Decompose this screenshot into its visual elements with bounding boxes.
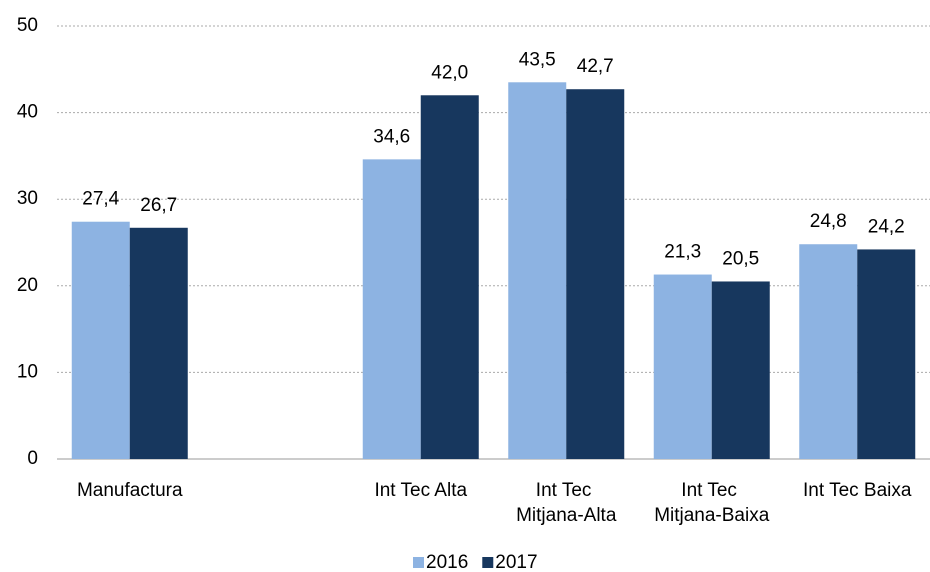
- legend-swatch: [413, 557, 424, 568]
- value-label: 26,7: [140, 195, 177, 216]
- label-line: Int Tec: [681, 480, 742, 501]
- x-tick-label: Manufactura: [77, 480, 183, 501]
- value-label: 27,4: [82, 189, 119, 210]
- bar: [508, 82, 567, 459]
- y-tick-label: 50: [17, 15, 38, 36]
- value-label: 20,5: [722, 248, 759, 269]
- label-line: Int Tec: [536, 480, 597, 501]
- label-line: Mitjana-Baixa: [654, 505, 770, 526]
- value-label: 24,2: [868, 216, 905, 237]
- value-label: 42,7: [577, 56, 614, 77]
- y-tick-label: 10: [17, 361, 38, 382]
- y-tick-label: 0: [27, 448, 38, 469]
- bar: [71, 221, 130, 459]
- x-tick-label: Int Tec Baixa: [803, 480, 912, 501]
- value-label: 34,6: [373, 126, 410, 147]
- y-tick-label: 30: [17, 188, 38, 209]
- bar: [420, 95, 479, 459]
- bar: [857, 249, 916, 459]
- bar: [129, 227, 188, 459]
- legend-label: 2017: [495, 552, 537, 572]
- legend-swatch: [482, 557, 494, 568]
- y-tick-label: 20: [17, 275, 38, 296]
- value-label: 43,5: [519, 49, 556, 70]
- x-tick-label: Int Tec Mitjana-Baixa: [654, 480, 770, 526]
- bar: [799, 244, 858, 459]
- value-label: 21,3: [664, 242, 701, 263]
- x-tick-label: Int Tec Alta: [374, 480, 467, 501]
- x-tick-label: Int Tec Mitjana-Alta: [516, 480, 617, 526]
- bar: [362, 159, 421, 459]
- label-line: Mitjana-Alta: [516, 505, 617, 526]
- value-label: 24,8: [810, 211, 847, 232]
- bar: [566, 89, 625, 459]
- value-label: 42,0: [431, 62, 468, 83]
- legend-label: 2016: [426, 552, 468, 572]
- bar: [711, 281, 770, 459]
- y-tick-label: 40: [17, 102, 38, 123]
- bar: [653, 274, 712, 459]
